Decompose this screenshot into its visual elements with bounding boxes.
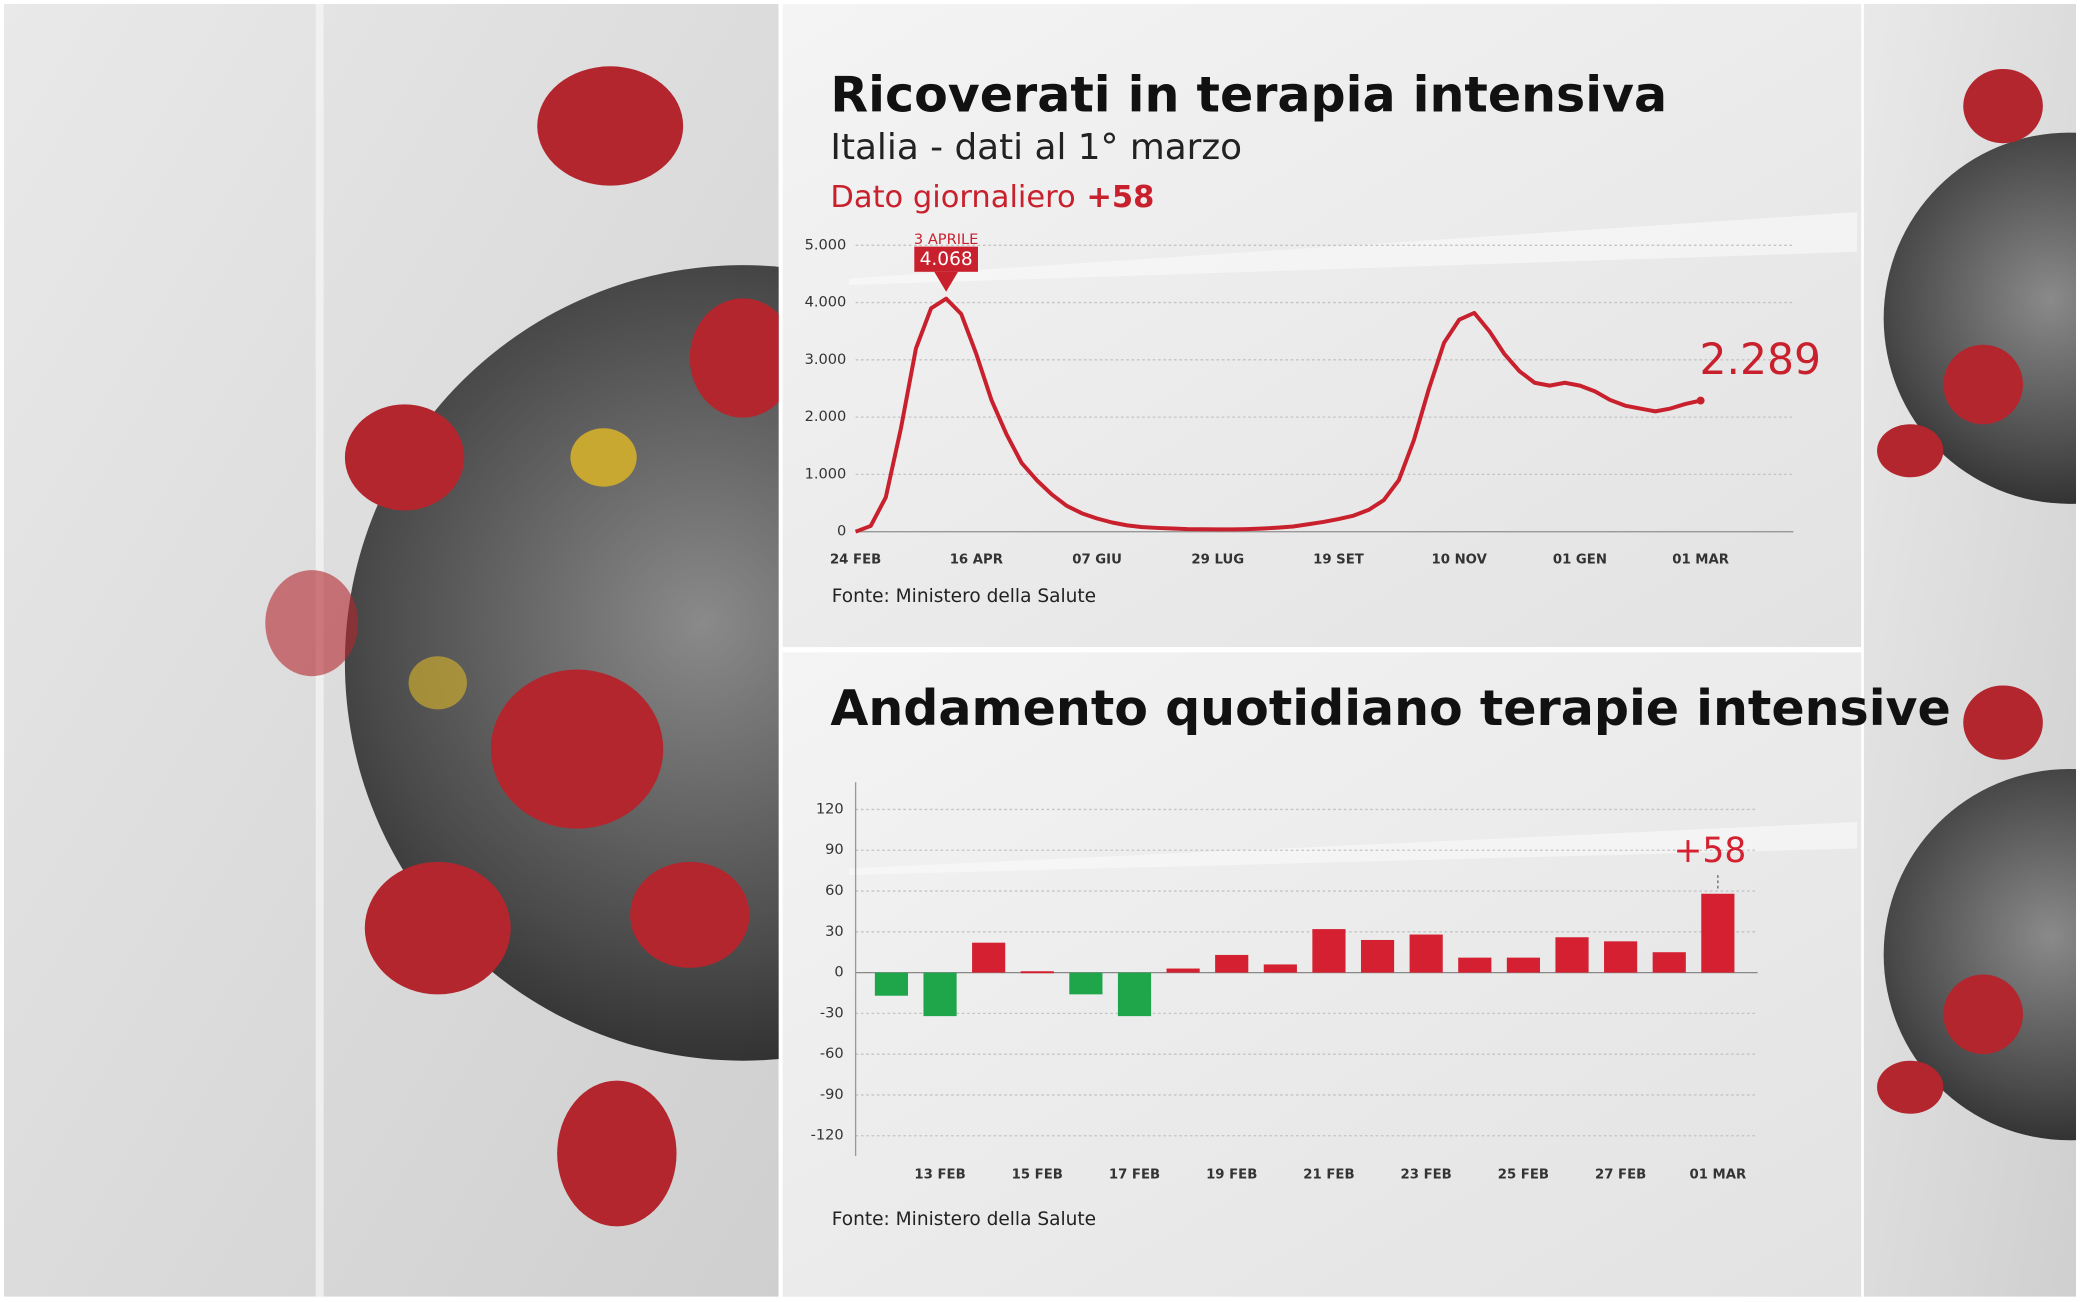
y-tick-label: -60 [820,1045,844,1062]
y-tick-label: 0 [834,964,843,981]
bar [1117,972,1152,1017]
daily-value: +58 [1086,180,1154,215]
bar [923,972,957,1017]
spike [689,298,779,418]
x-tick-label: 01 MAR [1689,1168,1746,1183]
x-tick-label: 29 LUG [1191,553,1244,568]
virus-spikes [265,66,779,1227]
chart-subtitle: Italia - dati al 1° marzo [830,127,1242,168]
value-label: 2.289 [1700,336,1821,385]
end-point [1696,396,1705,405]
peak-date: 3 APRILE [914,231,978,248]
panel-bottom [782,652,1862,1297]
x-tick-label: 15 FEB [1012,1168,1063,1183]
source: Fonte: Ministero della Salute [832,586,1096,607]
x-tick-label: 01 GEN [1553,553,1607,568]
x-tick-label: 24 FEB [830,553,881,568]
spike [1963,68,2043,144]
bar [1360,939,1395,973]
bar [972,942,1006,973]
left-background [3,3,779,1297]
y-tick-label: 4.000 [805,294,847,311]
peak-badge [914,246,978,272]
x-tick-label: 01 MAR [1672,553,1729,568]
virus-body [1883,769,2077,1141]
daily-note: Dato giornaliero +58 [830,180,1154,215]
virus-spikes [1877,68,2043,1114]
x-tick-label: 17 FEB [1109,1168,1160,1183]
x-tick-label: 07 GIU [1072,553,1122,568]
bar [874,972,909,996]
y-tick-label: 1.000 [805,465,847,482]
y-tick-label: -90 [820,1086,844,1103]
bar [1312,929,1346,973]
bar [1604,941,1638,973]
x-tick-label: 19 FEB [1206,1168,1257,1183]
spike [537,66,684,186]
spike [490,669,664,829]
spike [1943,974,2023,1055]
daily-label: Dato giornaliero [830,180,1075,215]
y-tick-label: 120 [816,800,844,817]
light-band [848,822,1858,876]
bar [1409,934,1443,973]
y-tick-label: -120 [811,1127,844,1144]
y-tick-label: 0 [837,523,846,540]
bar [1555,937,1589,973]
virus-body [1883,132,2077,504]
bar [1701,893,1735,973]
x-tick-label: 19 SET [1313,553,1364,568]
spike [557,1080,677,1227]
bar [1215,954,1249,973]
x-tick-label: 10 NOV [1432,553,1488,568]
bar [1458,957,1492,973]
right-background [1863,3,2077,1297]
value-label: 4.068 [920,249,973,270]
spike [364,861,511,995]
peak-pointer [934,271,959,292]
x-tick-label: 21 FEB [1303,1168,1354,1183]
virus-knobs [408,428,637,710]
bar [1263,964,1297,973]
y-tick-label: -30 [820,1004,844,1021]
spike [1943,344,2023,425]
knob [408,656,467,710]
bar [1020,971,1054,974]
spike [344,404,465,511]
spike [265,570,359,677]
bar [1652,952,1686,973]
line-series [854,296,1702,534]
bar [1069,972,1103,995]
y-tick-label: 60 [825,882,844,899]
source: Fonte: Ministero della Salute [832,1209,1096,1230]
x-tick-label: 16 APR [950,553,1003,568]
spike [1877,424,1944,478]
value-label: +58 [1674,831,1747,871]
x-tick-label: 23 FEB [1401,1168,1452,1183]
chart-title: Andamento quotidiano terapie intensive [830,679,1950,737]
x-tick-label: 25 FEB [1498,1168,1549,1183]
y-tick-label: 2.000 [805,408,847,425]
chart-title: Ricoverati in terapia intensiva [830,65,1667,123]
y-tick-label: 5.000 [805,236,847,253]
x-tick-label: 13 FEB [914,1168,965,1183]
bar [1166,968,1200,973]
panel-top [782,3,1862,648]
bar [1506,957,1540,973]
y-tick-label: 30 [825,923,844,940]
spike [630,861,750,968]
x-tick-label: 27 FEB [1595,1168,1646,1183]
y-tick-label: 90 [825,841,844,858]
spike [1877,1060,1944,1114]
knob [570,428,637,487]
y-tick-label: 3.000 [805,351,847,368]
spike [1963,685,2043,760]
light-band [848,212,1858,286]
